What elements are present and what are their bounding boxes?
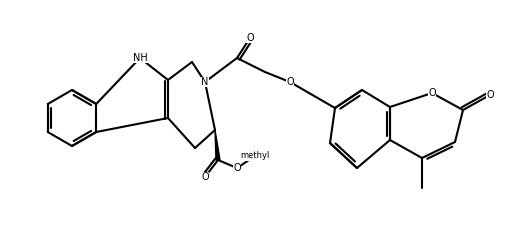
Text: O: O <box>428 88 436 98</box>
Text: O: O <box>286 77 294 87</box>
Text: O: O <box>233 163 241 173</box>
Text: N: N <box>201 77 209 87</box>
Polygon shape <box>215 130 220 160</box>
Text: O: O <box>201 172 209 182</box>
Text: O: O <box>246 33 254 43</box>
Text: NH: NH <box>133 53 147 63</box>
Text: methyl: methyl <box>240 152 270 160</box>
Text: O: O <box>486 90 494 100</box>
